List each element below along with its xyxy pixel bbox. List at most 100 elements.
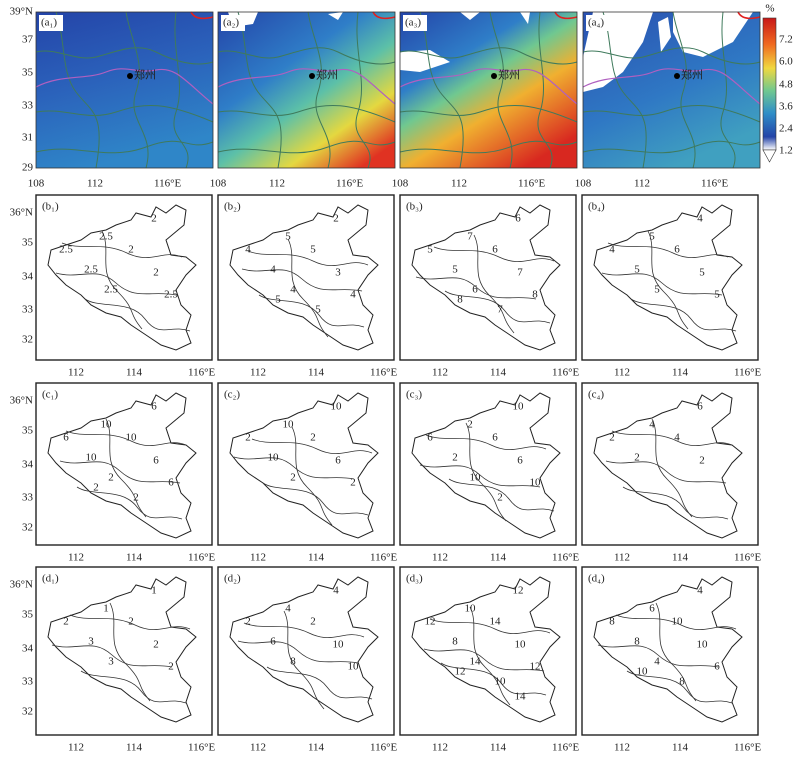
contour-line bbox=[423, 648, 545, 672]
contour-label: 8 bbox=[290, 656, 296, 668]
river bbox=[399, 68, 578, 105]
frame bbox=[399, 194, 577, 361]
contour-label: 8 bbox=[609, 616, 615, 628]
x-tick-label: 114 bbox=[490, 742, 507, 754]
city-marker bbox=[491, 73, 497, 79]
city-label: 郑州 bbox=[681, 68, 703, 82]
contour-label: 6 bbox=[335, 455, 341, 467]
contour-label: 2 bbox=[133, 492, 139, 504]
city-label: 郑州 bbox=[316, 68, 338, 82]
contour-label: 10 bbox=[513, 401, 525, 413]
contour-label: 4 bbox=[674, 432, 680, 444]
x-tick-label: 112 bbox=[250, 367, 266, 379]
contour-line bbox=[469, 606, 511, 706]
x-tick-label: 112 bbox=[451, 178, 467, 190]
panel-label: (d₄) bbox=[588, 573, 605, 585]
label-box bbox=[586, 15, 610, 31]
x-tick-label: 114 bbox=[308, 552, 325, 564]
contour-line bbox=[425, 434, 547, 450]
contour-label: 2 bbox=[290, 472, 296, 484]
contour-panel: (d₁)112 23 23 2 bbox=[35, 566, 213, 736]
contour-label: 5 bbox=[714, 289, 720, 301]
contour-label: 6 bbox=[472, 284, 478, 296]
contour-panel: (c₃) 10 2 6 6 2 6 10 10 2 bbox=[399, 382, 577, 546]
contour-label: 8 bbox=[679, 676, 685, 688]
contour-line bbox=[283, 610, 325, 710]
frame bbox=[217, 11, 396, 169]
contour-line bbox=[266, 666, 373, 700]
contour-line bbox=[473, 234, 515, 334]
province-border bbox=[125, 11, 149, 169]
y-tick-label: 35 bbox=[22, 609, 34, 621]
raster-panel: (a₁) 郑州 bbox=[35, 11, 214, 169]
contour-line bbox=[626, 670, 733, 704]
contour-line bbox=[241, 268, 363, 292]
contour-line bbox=[415, 276, 537, 300]
y-tick-label: 34 bbox=[22, 643, 34, 655]
contour-line bbox=[611, 430, 733, 446]
contour-line bbox=[465, 422, 507, 522]
x-tick-label: 116°E bbox=[188, 367, 215, 379]
contour-label: 2 bbox=[63, 616, 69, 628]
panel-label: (b₃) bbox=[406, 201, 423, 213]
contour-label: 6 bbox=[151, 401, 157, 413]
contour-line bbox=[291, 426, 333, 526]
contour-label: 2.5 bbox=[84, 264, 98, 276]
contour-label: 2 bbox=[168, 661, 174, 673]
missing-data bbox=[520, 12, 530, 24]
contour-line bbox=[61, 242, 183, 258]
contour-label: 14 bbox=[470, 656, 482, 668]
contour-line bbox=[69, 614, 191, 630]
contour-label: 1 bbox=[103, 603, 109, 615]
x-tick-label: 116°E bbox=[734, 367, 761, 379]
contour-line bbox=[251, 438, 373, 454]
raster-panel: (a₃) 郑州 bbox=[399, 11, 578, 169]
contour-label: 6 bbox=[649, 603, 655, 615]
x-tick-label: 112 bbox=[250, 742, 266, 754]
contour-label: 10 bbox=[470, 472, 482, 484]
y-tick-label: 33 bbox=[22, 100, 34, 112]
province-border bbox=[217, 140, 396, 154]
panel-label: (c₄) bbox=[588, 389, 604, 401]
missing-data bbox=[673, 12, 753, 57]
contour-label: 2 bbox=[151, 213, 157, 225]
contour-label: 7 bbox=[467, 231, 473, 243]
panel-label: (b₂) bbox=[224, 201, 241, 213]
province-border bbox=[582, 105, 761, 123]
province-border bbox=[672, 11, 696, 169]
contour-label: 10 bbox=[86, 452, 98, 464]
contour-label: 10 bbox=[637, 666, 649, 678]
y-tick-label: 29 bbox=[22, 162, 34, 174]
label-box bbox=[39, 15, 63, 31]
contour-line bbox=[80, 670, 187, 704]
contour-label: 4 bbox=[333, 585, 339, 597]
contour-label: 2 bbox=[699, 455, 705, 467]
city-label: 郑州 bbox=[134, 68, 156, 82]
x-tick-label: 112 bbox=[269, 178, 285, 190]
contour-label: 12 bbox=[455, 666, 466, 678]
raster-panel: (a₂) 郑州 bbox=[217, 11, 396, 169]
contour-line bbox=[444, 290, 551, 324]
contour-label: 6 bbox=[63, 432, 69, 444]
contour-label: 5 bbox=[315, 304, 321, 316]
contour-line bbox=[76, 486, 183, 520]
x-tick-label: 112 bbox=[614, 552, 630, 564]
colorbar-tick-label: 4.8 bbox=[779, 79, 793, 91]
label-box bbox=[221, 15, 245, 31]
contour-line bbox=[601, 272, 723, 296]
contour-line bbox=[429, 618, 551, 634]
x-tick-label: 116°E bbox=[188, 742, 215, 754]
x-tick-label: 114 bbox=[126, 552, 143, 564]
x-tick-label: 108 bbox=[210, 178, 227, 190]
contour-line bbox=[419, 464, 541, 488]
contour-label: 2 bbox=[609, 432, 615, 444]
contour-label: 14 bbox=[515, 691, 527, 703]
contour-label: 6 bbox=[168, 477, 174, 489]
x-tick-label: 116°E bbox=[518, 178, 545, 190]
y-tick-label: 36°N bbox=[10, 207, 33, 219]
contour-label: 2 bbox=[467, 419, 473, 431]
contour-line bbox=[630, 298, 737, 332]
contour-label: 2 bbox=[153, 267, 159, 279]
contour-label: 4 bbox=[285, 603, 291, 615]
